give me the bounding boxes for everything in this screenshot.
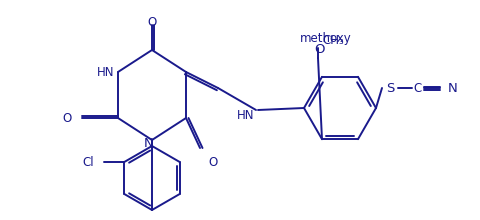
Text: O: O — [62, 112, 72, 125]
Text: Cl: Cl — [83, 156, 94, 169]
Text: O: O — [314, 43, 324, 56]
Text: HN: HN — [96, 66, 114, 79]
Text: N: N — [447, 81, 457, 95]
Text: O: O — [207, 156, 217, 169]
Text: N: N — [144, 136, 154, 150]
Text: methoxy: methoxy — [300, 31, 351, 44]
Text: C: C — [413, 81, 421, 95]
Text: HN: HN — [236, 108, 253, 121]
Text: CH₃: CH₃ — [322, 33, 343, 46]
Text: O: O — [147, 16, 156, 29]
Text: S: S — [385, 81, 394, 95]
